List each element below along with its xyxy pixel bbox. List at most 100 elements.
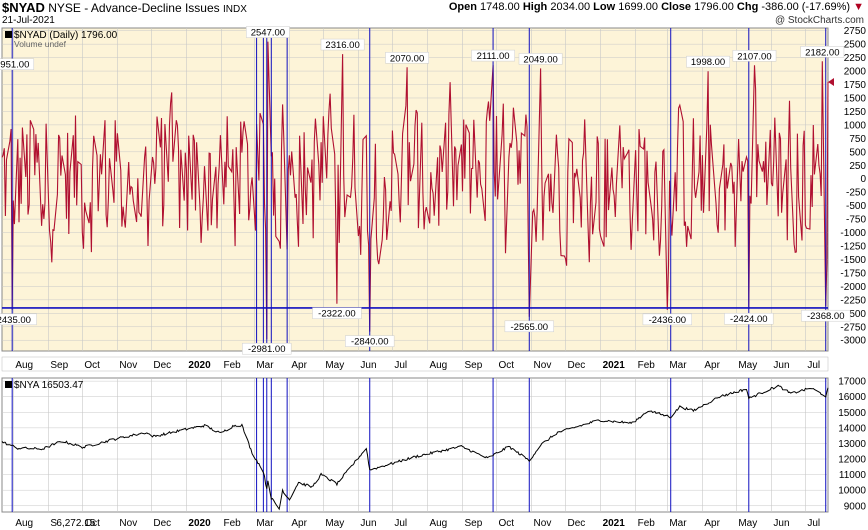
low-label: Low [593,1,616,13]
x-tick-label: May [325,360,344,371]
legend-nya: $NYA 16503.47 [14,380,84,391]
x-tick-label: Dec [153,518,171,529]
x-axis-strip-1 [1,356,829,372]
annotation-label: 2049.00 [523,54,557,65]
close-label: Close [661,1,692,13]
annotation-label: 2316.00 [325,40,359,51]
x-tick-label: Mar [669,518,687,529]
x-tick-label: Jun [773,518,789,529]
annotation-label: 2070.00 [390,53,424,64]
low-value: 1699.00 [618,1,658,13]
annotation-label: -2368.00 [807,311,845,322]
x-tick-label: Mar [669,360,687,371]
y-tick-label: -500 [846,201,866,212]
y-tick-label: 1250 [844,107,867,118]
y-tick-label: 2000 [844,67,867,78]
y-tick-label: -1000 [840,228,866,239]
annotation-box [345,335,395,347]
y-tick-label: 10000 [838,486,866,497]
x-tick-label: Jun [773,360,789,371]
annotation-label: -2424.00 [730,314,768,325]
nyad-series-line [1,41,829,340]
last-value-marker [828,78,834,87]
annotation-box [686,55,730,68]
y-tick-label: 9000 [844,501,867,512]
annotation-label: -2565.00 [511,322,549,333]
x-tick-label: May [325,518,344,529]
x-tick-label: Jun [360,518,376,529]
chart-title: $NYAD NYSE - Advance-Decline Issues INDX [2,0,247,15]
y-tick-label: -2250 [840,295,866,306]
nya-series-line [1,384,829,511]
x-tick-label: 2021 [603,518,626,529]
x-tick-label: Sep [50,360,68,371]
x-tick-label: May [738,360,757,371]
annotation-box [312,307,362,319]
x-tick-label: Dec [153,360,171,371]
x-tick-label: Nov [534,518,552,529]
x-tick-label: Aug [429,518,447,529]
y-tick-label: 2750 [844,26,867,37]
annotation-box [242,342,292,355]
pointer-value-label: 6,272.15 [56,518,95,529]
y-tick-label: 500 [849,147,866,158]
annotation-label: 1951.00 [0,60,29,71]
annotation-label: -2981.00 [248,344,286,355]
x-tick-label: Sep [465,518,483,529]
x-tick-label: Jul [394,518,407,529]
annotation-box [504,320,554,333]
y-tick-label: 13000 [838,439,866,450]
annotation-label: -2840.00 [351,337,389,348]
x-tick-label: Aug [429,360,447,371]
annotation-box [732,50,777,62]
x-tick-label: Oct [84,360,100,371]
x-tick-label: Jul [807,518,820,529]
y-tick-label: 12000 [838,455,866,466]
x-tick-label: Jun [360,360,376,371]
y-tick-label: 15000 [838,408,866,419]
watermark: @ StockCharts.com [774,15,864,26]
annotation-box [320,38,365,51]
annotation-box [518,53,563,65]
y-tick-label: -3000 [840,336,866,347]
y-tick-label: -2500 [840,309,866,320]
x-tick-label: Oct [498,518,514,529]
y-tick-label: 0 [860,174,866,185]
open-label: Open [448,1,477,13]
x-tick-label: May [738,518,757,529]
ohlc-summary: Open 1748.00 High 2034.00 Low 1699.00 Cl… [449,1,864,13]
x-tick-label: S [50,518,57,529]
close-value: 1796.00 [694,1,734,13]
y-tick-label: -1500 [840,255,866,266]
annotation-box [801,309,851,322]
change-label: Chg [736,1,759,13]
y-tick-label: -250 [846,188,866,199]
x-tick-label: Nov [119,518,137,529]
x-tick-label: Jul [394,360,407,371]
x-tick-label: Feb [638,360,656,371]
x-tick-label: Apr [704,518,720,529]
chart-date: 21-Jul-2021 [2,15,55,26]
down-arrow-icon: ▼ [853,1,864,13]
y-tick-label: 2500 [844,40,867,51]
x-tick-label: Feb [224,518,242,529]
x-tick-label: Dec [567,518,585,529]
y-tick-label: -2750 [840,322,866,333]
high-value: 2034.00 [550,1,591,13]
legend-swatch-nya [5,381,12,388]
annotation-label: -2435.00 [0,315,31,326]
x-tick-label: Mar [256,360,274,371]
symbol: $NYAD [2,0,45,15]
high-label: High [522,1,548,13]
y-tick-label: 17000 [838,377,866,388]
legend-swatch-nyad [5,31,12,38]
annotation-box [642,313,692,326]
change-value: -386.00 (-17.69%) [761,1,851,13]
y-tick-label: 16000 [838,392,866,403]
annotation-label: 2111.00 [477,51,510,62]
legend-volume: Volume undef [14,39,67,49]
x-tick-label: Nov [119,360,137,371]
annotation-box [724,312,774,325]
annotation-label: 1998.00 [691,57,725,68]
annotation-label: -2436.00 [649,315,687,326]
